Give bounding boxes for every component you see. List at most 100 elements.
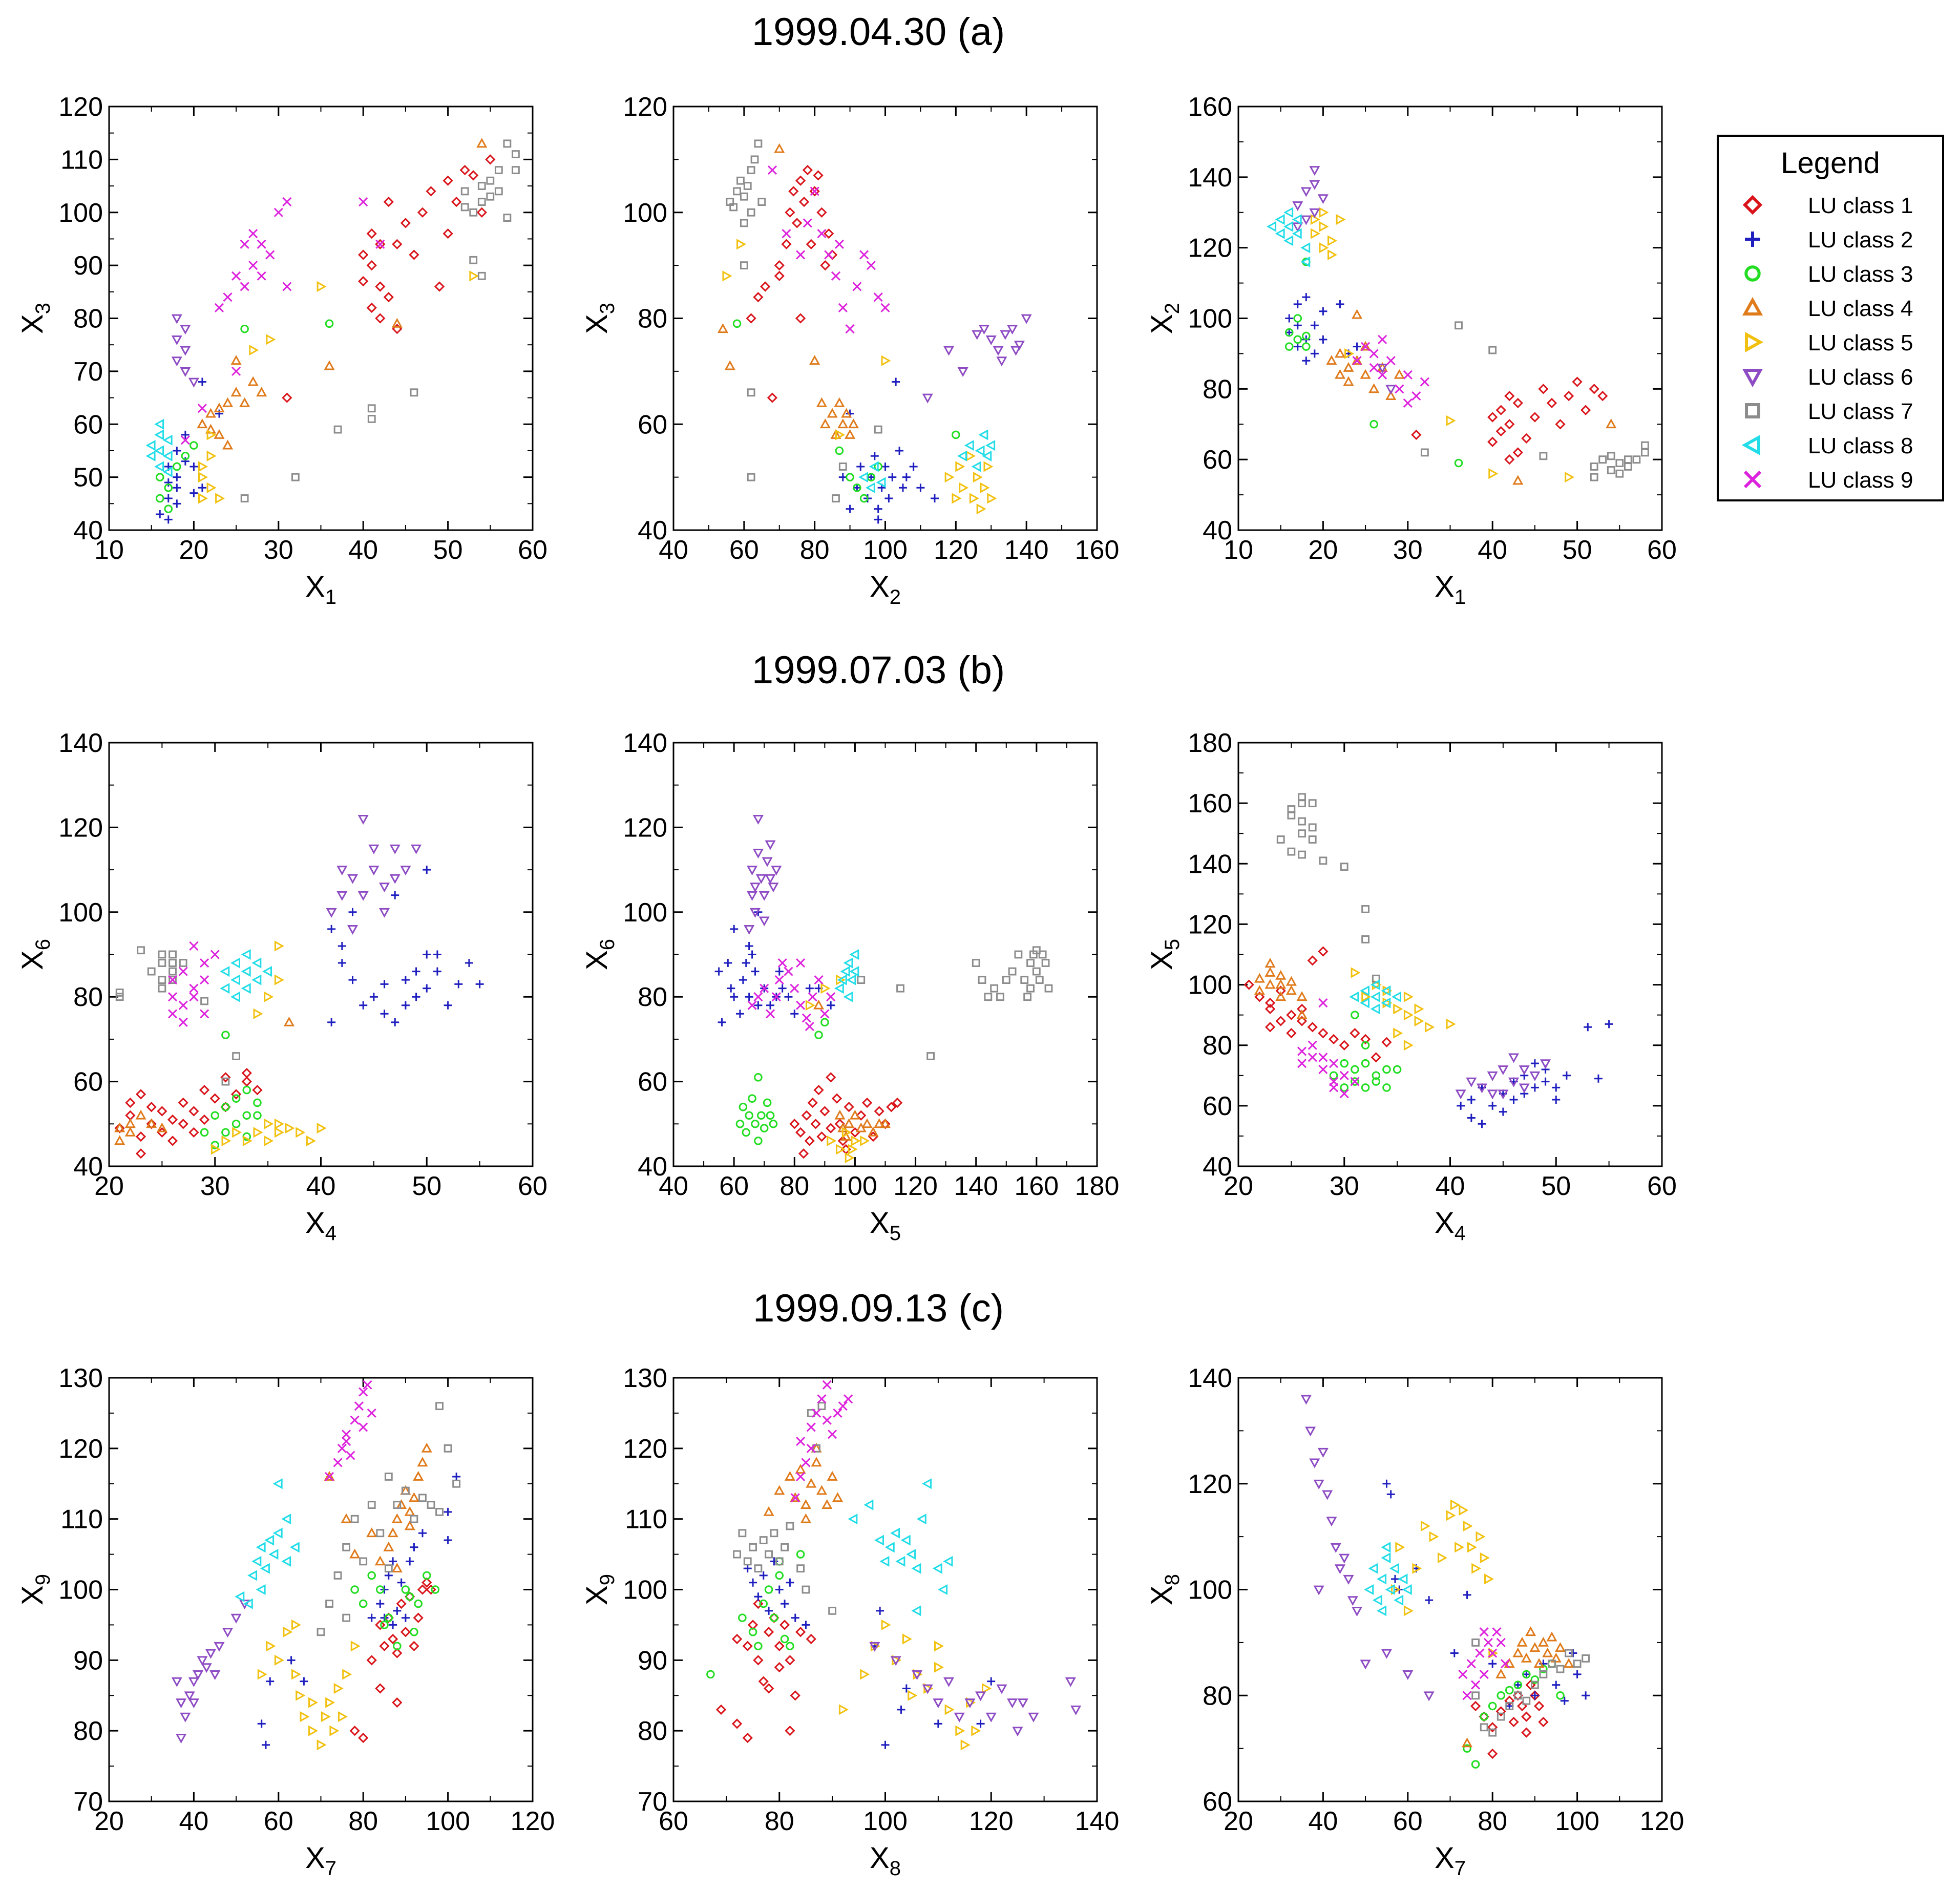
x-tick-label-r1-p3-0: 10	[1224, 535, 1253, 565]
point-r3-p2-class1-10	[774, 1641, 785, 1651]
point-r3-p2-class7-16	[802, 1585, 810, 1594]
point-r1-p2-class3-1	[835, 446, 844, 455]
point-r2-p2-class1-3	[804, 1136, 815, 1146]
point-r3-p1-class7-14	[435, 1402, 444, 1411]
y-tick-label-r2-p1-4: 120	[58, 813, 103, 843]
point-r3-p3-class7-5	[1513, 1691, 1522, 1700]
x-axis-label-sub-r2-p3: 4	[1455, 1222, 1466, 1245]
point-r3-p1-class8-1	[243, 1598, 253, 1609]
point-r1-p2-class7-9	[750, 155, 759, 164]
point-r3-p3-class6-13	[1360, 1660, 1371, 1670]
y-axis-label-sub-r1-p3: 2	[1161, 303, 1184, 314]
point-r3-p1-class8-7	[268, 1549, 279, 1560]
point-r1-p3-class6-3	[1300, 187, 1312, 197]
point-r1-p3-class4-1	[1334, 369, 1346, 379]
point-r3-p1-class1-7	[392, 1648, 403, 1658]
point-r3-p3-class8-5	[1385, 1584, 1395, 1595]
point-r1-p1-class9-0	[180, 435, 190, 445]
point-r2-p3-class6-6	[1508, 1077, 1520, 1087]
point-r2-p1-class3-0	[200, 1128, 209, 1137]
point-r3-p2-class2-2	[754, 1592, 763, 1601]
point-r2-p1-class8-3	[230, 957, 240, 969]
point-r2-p3-class1-0	[1244, 979, 1254, 990]
point-r2-p1-class8-2	[230, 974, 240, 985]
plot-frame-r2-p2	[672, 742, 1098, 1167]
point-r1-p1-class9-6	[240, 282, 249, 291]
point-r2-p2-class1-16	[861, 1097, 873, 1108]
point-r1-p2-class9-8	[834, 239, 844, 249]
point-r3-p2-class1-19	[774, 1662, 785, 1673]
point-r3-p1-class6-7	[197, 1656, 208, 1666]
point-r1-p2-class5-4	[944, 472, 955, 483]
point-r1-p1-class9-5	[231, 271, 241, 281]
y-tick-label-r3-p1-3: 100	[58, 1576, 103, 1605]
point-r2-p2-class3-13	[814, 1031, 823, 1039]
point-r2-p3-class4-4	[1264, 958, 1276, 968]
point-r2-p1-class1-10	[167, 1114, 178, 1125]
point-r2-p3-class7-16	[1298, 850, 1306, 859]
point-r2-p3-class5-1	[1361, 991, 1372, 1002]
point-r3-p1-class8-2	[247, 1570, 258, 1581]
point-r1-p2-class1-20	[795, 313, 806, 324]
points-r3-p2	[706, 1380, 1082, 1751]
point-r3-p2-class6-6	[954, 1712, 965, 1723]
point-r3-p2-class1-4	[742, 1641, 753, 1651]
y-tick-label-r1-p1-4: 80	[73, 304, 103, 334]
point-r1-p3-class6-4	[1309, 180, 1320, 190]
point-r3-p2-class2-9	[791, 1613, 799, 1622]
point-r3-p3-class5-10	[1459, 1504, 1469, 1516]
point-r2-p3-class5-11	[1425, 1021, 1435, 1033]
point-r2-p2-class9-16	[805, 1022, 814, 1032]
point-r3-p1-class2-11	[397, 1578, 406, 1587]
point-r2-p2-class9-1	[753, 992, 763, 1002]
point-r1-p2-class2-19	[930, 494, 939, 502]
point-r1-p1-class9-15	[282, 197, 292, 207]
x-tick-label-r2-p1-4: 60	[518, 1171, 547, 1201]
point-r3-p1-class2-8	[384, 1571, 393, 1580]
point-r2-p3-class6-7	[1508, 1053, 1520, 1063]
point-r3-p2-class3-7	[775, 1571, 784, 1580]
y-axis-label-r3-p1: X9	[16, 1574, 54, 1605]
point-r2-p2-class6-13	[768, 883, 779, 893]
point-r3-p1-class1-16	[392, 1697, 403, 1708]
y-tick-label-r3-p2-0: 70	[638, 1787, 667, 1817]
y-tick-label-r2-p3-4: 120	[1188, 910, 1232, 939]
point-r3-p2-class7-13	[812, 1444, 821, 1453]
point-r1-p2-class1-16	[820, 260, 831, 271]
y-tick-label-r3-p1-5: 120	[58, 1434, 103, 1464]
point-r3-p3-class6-4	[1317, 1447, 1329, 1458]
x-tick-label-r2-p1-1: 30	[200, 1171, 230, 1201]
point-r3-p2-class8-2	[874, 1535, 884, 1546]
point-r1-p1-class1-4	[366, 260, 377, 271]
x-tick-label-r3-p2-2: 100	[863, 1807, 908, 1836]
point-r2-p1-class9-7	[189, 983, 199, 993]
point-r1-p2-class6-3	[972, 330, 983, 340]
point-r1-p3-class7-15	[1624, 455, 1632, 464]
point-r3-p2-class7-4	[754, 1564, 763, 1573]
row-title-c: 1999.09.13 (c)	[753, 1287, 1004, 1330]
point-r1-p1-class7-0	[240, 494, 249, 502]
point-r3-p3-class5-4	[1420, 1520, 1430, 1531]
point-r2-p1-class7-13	[200, 997, 208, 1005]
point-r2-p3-class7-15	[1287, 847, 1296, 856]
point-r3-p1-class5-7	[308, 1725, 319, 1736]
point-r1-p2-class8-1	[865, 482, 875, 493]
point-r3-p3-class7-11	[1565, 1649, 1573, 1657]
point-r1-p1-class4-3	[214, 429, 225, 439]
point-r1-p2-class5-1	[736, 239, 747, 250]
point-r2-p1-class8-10	[241, 949, 251, 960]
point-r1-p1-class2-3	[164, 478, 173, 487]
point-r2-p1-class6-13	[400, 866, 411, 876]
point-r3-p1-class5-12	[333, 1683, 344, 1694]
legend-label-class-8: LU class 8	[1808, 433, 1913, 458]
point-r1-p1-class9-12	[265, 250, 275, 260]
point-r3-p3-class6-10	[1343, 1574, 1354, 1585]
point-r2-p1-class1-4	[135, 1089, 146, 1100]
x-tick-label-r1-p1-4: 50	[433, 535, 463, 565]
point-r2-p2-class7-20	[1023, 993, 1032, 1001]
y-tick-label-r1-p2-1: 60	[638, 410, 667, 439]
point-r2-p1-class5-1	[221, 1135, 231, 1146]
point-r3-p2-class8-4	[884, 1542, 895, 1553]
